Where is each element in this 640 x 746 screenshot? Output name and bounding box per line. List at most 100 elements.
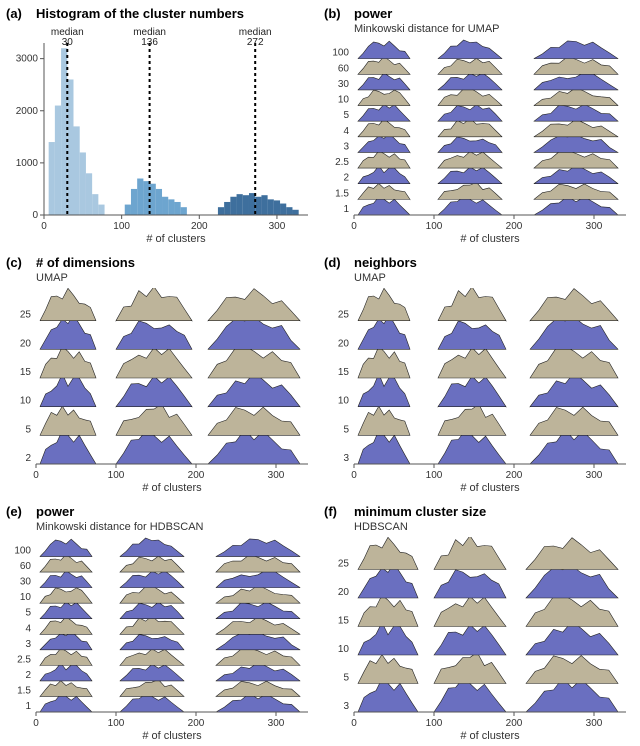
panel-c-subtitle: UMAP xyxy=(36,272,314,284)
svg-text:1: 1 xyxy=(25,701,31,712)
chart-b: 1 1.5 2 2.5 3 4 5 10 30 60 100 0 100 200 300 # of clust… xyxy=(324,39,630,245)
svg-text:1000: 1000 xyxy=(16,158,39,169)
panel-d-title: neighbors xyxy=(354,255,632,270)
svg-text:1.5: 1.5 xyxy=(335,188,349,199)
svg-text:2.5: 2.5 xyxy=(17,654,31,665)
panel-b-subtitle: Minkowski distance for UMAP xyxy=(354,23,632,35)
svg-text:100: 100 xyxy=(426,718,443,729)
svg-text:1.5: 1.5 xyxy=(17,685,31,696)
panel-f-subtitle: HDBSCAN xyxy=(354,521,632,533)
svg-text:300: 300 xyxy=(268,718,285,729)
svg-text:30: 30 xyxy=(62,37,74,48)
panel-c: (c) # of dimensions UMAP 251015202501002… xyxy=(4,253,314,494)
panel-f: (f) minimum cluster size HDBSCAN 3 5 10 15 2… xyxy=(322,502,632,742)
chart-e: 1 1.5 2 2.5 3 4 5 10 30 60 100 0 100 200 300 # of clust… xyxy=(6,537,312,742)
panel-e-subtitle: Minkowski distance for HDBSCAN xyxy=(36,521,314,533)
svg-text:100: 100 xyxy=(14,546,31,557)
svg-text:15: 15 xyxy=(20,367,32,378)
svg-text:# of clusters: # of clusters xyxy=(142,730,202,742)
svg-text:300: 300 xyxy=(586,718,603,729)
svg-text:10: 10 xyxy=(338,644,350,655)
svg-text:15: 15 xyxy=(338,367,350,378)
svg-text:25: 25 xyxy=(338,310,350,321)
svg-text:200: 200 xyxy=(188,718,205,729)
svg-text:25: 25 xyxy=(338,559,350,570)
svg-text:200: 200 xyxy=(191,221,208,232)
svg-text:300: 300 xyxy=(586,221,603,232)
svg-text:300: 300 xyxy=(268,470,285,481)
panel-b-title: power xyxy=(354,6,632,21)
svg-text:5: 5 xyxy=(25,608,31,619)
svg-text:3000: 3000 xyxy=(16,54,39,65)
svg-text:60: 60 xyxy=(20,561,32,572)
svg-text:60: 60 xyxy=(338,63,350,74)
chart-a: median30median136median27201002003000100… xyxy=(6,25,312,245)
svg-text:200: 200 xyxy=(188,470,205,481)
svg-text:10: 10 xyxy=(20,592,32,603)
svg-text:0: 0 xyxy=(33,718,39,729)
panel-e-label: (e) xyxy=(6,504,22,519)
svg-text:272: 272 xyxy=(247,37,264,48)
svg-text:3: 3 xyxy=(25,639,31,650)
svg-text:# of clusters: # of clusters xyxy=(460,482,520,494)
svg-text:0: 0 xyxy=(351,718,357,729)
svg-text:100: 100 xyxy=(108,718,125,729)
panel-d-subtitle: UMAP xyxy=(354,272,632,284)
svg-text:2.5: 2.5 xyxy=(335,157,349,168)
panel-e: (e) power Minkowski distance for HDBSCAN… xyxy=(4,502,314,742)
svg-text:100: 100 xyxy=(332,48,349,59)
svg-text:300: 300 xyxy=(586,470,603,481)
svg-text:2000: 2000 xyxy=(16,106,39,117)
svg-text:4: 4 xyxy=(25,623,31,634)
svg-text:136: 136 xyxy=(141,37,158,48)
svg-text:5: 5 xyxy=(343,424,349,435)
panel-d-label: (d) xyxy=(324,255,341,270)
svg-text:200: 200 xyxy=(506,221,523,232)
svg-text:# of clusters: # of clusters xyxy=(460,730,520,742)
svg-text:300: 300 xyxy=(269,221,286,232)
panel-e-title: power xyxy=(36,504,314,519)
chart-c: 25101520250100200300# of clusters xyxy=(6,288,312,494)
panel-f-title: minimum cluster size xyxy=(354,504,632,519)
svg-text:100: 100 xyxy=(426,470,443,481)
svg-text:# of clusters: # of clusters xyxy=(146,233,206,245)
svg-text:20: 20 xyxy=(338,587,350,598)
svg-text:4: 4 xyxy=(343,126,349,137)
svg-text:30: 30 xyxy=(338,79,350,90)
svg-text:15: 15 xyxy=(338,616,350,627)
svg-text:3: 3 xyxy=(343,141,349,152)
svg-text:0: 0 xyxy=(32,210,38,221)
chart-f: 3 5 10 15 20 25 0 100 200 300 # of clusters xyxy=(324,537,630,742)
svg-text:0: 0 xyxy=(33,470,39,481)
svg-text:20: 20 xyxy=(20,338,32,349)
panel-f-label: (f) xyxy=(324,504,337,519)
figure-grid: (a) Histogram of the cluster numbers med… xyxy=(0,0,640,746)
panel-b: (b) power Minkowski distance for UMAP 11… xyxy=(322,4,632,245)
svg-text:5: 5 xyxy=(343,673,349,684)
svg-text:5: 5 xyxy=(25,424,31,435)
svg-text:2: 2 xyxy=(25,670,31,681)
svg-text:30: 30 xyxy=(20,577,32,588)
svg-text:200: 200 xyxy=(506,718,523,729)
panel-d: (d) neighbors UMAP 35101520250100200300#… xyxy=(322,253,632,494)
panel-c-label: (c) xyxy=(6,255,22,270)
chart-d: 35101520250100200300# of clusters xyxy=(324,288,630,494)
svg-text:0: 0 xyxy=(351,470,357,481)
svg-text:0: 0 xyxy=(41,221,47,232)
svg-text:# of clusters: # of clusters xyxy=(460,233,520,245)
svg-text:1: 1 xyxy=(343,204,349,215)
panel-c-title: # of dimensions xyxy=(36,255,314,270)
svg-text:100: 100 xyxy=(108,470,125,481)
svg-text:200: 200 xyxy=(506,470,523,481)
svg-text:0: 0 xyxy=(351,221,357,232)
svg-text:2: 2 xyxy=(343,173,349,184)
panel-a-label: (a) xyxy=(6,6,22,21)
svg-text:5: 5 xyxy=(343,110,349,121)
svg-text:25: 25 xyxy=(20,310,32,321)
svg-text:100: 100 xyxy=(426,221,443,232)
panel-a: (a) Histogram of the cluster numbers med… xyxy=(4,4,314,245)
panel-b-label: (b) xyxy=(324,6,341,21)
svg-text:3: 3 xyxy=(343,701,349,712)
svg-text:10: 10 xyxy=(338,95,350,106)
svg-text:3: 3 xyxy=(343,453,349,464)
